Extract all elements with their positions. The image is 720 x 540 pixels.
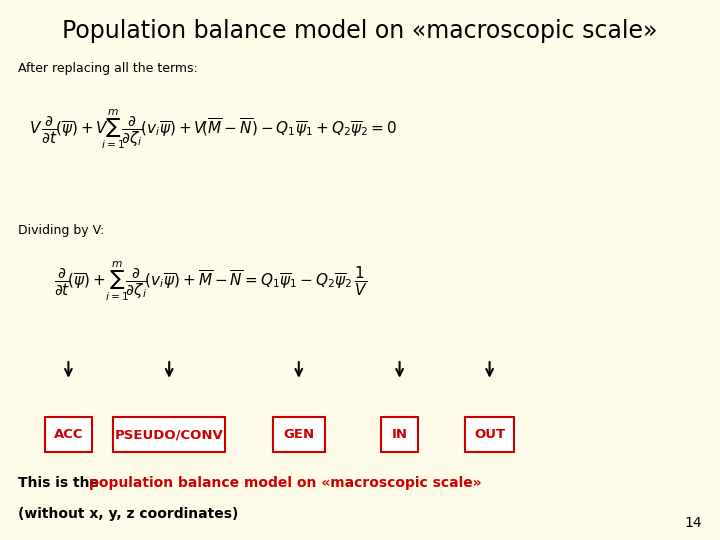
FancyBboxPatch shape [45,417,92,453]
Text: Population balance model on «macroscopic scale»: Population balance model on «macroscopic… [62,19,658,43]
Text: $V\,\dfrac{\partial}{\partial t}\!\left(\overline{\psi}\right)+V\!\!\sum_{i=1}^{: $V\,\dfrac{\partial}{\partial t}\!\left(… [29,108,397,151]
FancyBboxPatch shape [381,417,418,453]
Text: $\dfrac{\partial}{\partial t}\!\left(\overline{\psi}\right)+\!\sum_{i=1}^{m}\!\d: $\dfrac{\partial}{\partial t}\!\left(\ov… [54,259,368,302]
Text: (without x, y, z coordinates): (without x, y, z coordinates) [18,507,238,521]
FancyBboxPatch shape [465,417,514,453]
FancyBboxPatch shape [113,417,225,453]
FancyBboxPatch shape [273,417,325,453]
Text: PSEUDO/CONV: PSEUDO/CONV [114,428,224,441]
Text: GEN: GEN [283,428,315,441]
Text: After replacing all the terms:: After replacing all the terms: [18,62,198,75]
Text: OUT: OUT [474,428,505,441]
Text: 14: 14 [685,516,702,530]
Text: This is the: This is the [18,476,104,490]
Text: Dividing by V:: Dividing by V: [18,224,104,237]
Text: ACC: ACC [54,428,83,441]
Text: population balance model on «macroscopic scale»: population balance model on «macroscopic… [89,476,481,490]
Text: IN: IN [392,428,408,441]
